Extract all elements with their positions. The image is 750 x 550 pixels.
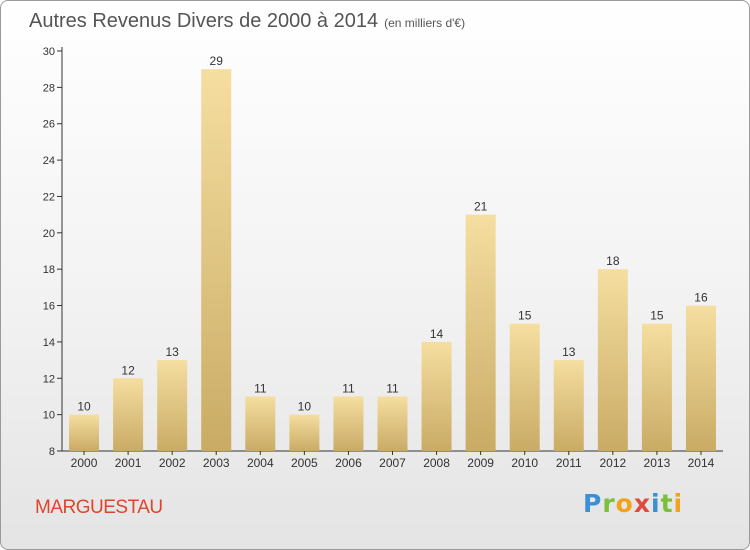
x-tick-label: 2003 [203, 456, 230, 470]
y-tick-label: 30 [43, 46, 55, 58]
bar-2004 [245, 396, 276, 451]
labels: 2000 10 2001 12 2002 13 2003 29 2004 11 2005 10 2006… [71, 54, 715, 470]
logo-letter: x [633, 489, 651, 518]
value-label: 15 [650, 309, 664, 323]
x-tick-label: 2001 [115, 456, 142, 470]
x-tick-label: 2012 [599, 456, 626, 470]
bar-2014 [685, 305, 716, 451]
x-tick-label: 2007 [379, 456, 406, 470]
x-tick-label: 2000 [71, 456, 98, 470]
logo-letter: i [673, 489, 684, 518]
value-label: 13 [562, 345, 576, 359]
y-tick-label: 10 [43, 410, 55, 422]
y-tick-label: 14 [43, 337, 55, 349]
chart-title: Autres Revenus Divers de 2000 à 2014 (en … [29, 10, 465, 33]
y-tick-label: 16 [43, 301, 55, 313]
title-text: Autres Revenus Divers de 2000 à 2014 [29, 10, 379, 32]
commune-name: MARGUESTAU [35, 497, 163, 518]
x-tick-label: 2002 [159, 456, 186, 470]
bar-2000 [69, 414, 100, 451]
logo-letter: P [583, 489, 603, 518]
value-label: 14 [430, 327, 444, 341]
value-label: 29 [210, 54, 224, 68]
bar-2008 [421, 341, 452, 451]
x-tick-label: 2014 [688, 456, 715, 470]
bar-2009 [465, 214, 496, 451]
value-label: 10 [77, 400, 91, 414]
value-label: 13 [165, 345, 179, 359]
value-label: 18 [606, 254, 620, 268]
value-label: 21 [474, 200, 488, 214]
x-tick-label: 2013 [644, 456, 671, 470]
bar-2001 [113, 378, 144, 451]
bar-2006 [333, 396, 364, 451]
y-tick-label: 22 [43, 191, 55, 203]
y-tick-label: 28 [43, 82, 55, 94]
value-label: 11 [386, 381, 399, 395]
bar-2012 [597, 269, 628, 451]
x-tick-label: 2004 [247, 456, 274, 470]
value-label: 11 [342, 381, 355, 395]
logo-letter: r [602, 489, 616, 518]
value-label: 15 [518, 309, 532, 323]
x-tick-label: 2008 [423, 456, 450, 470]
logo-letter: o [615, 489, 634, 518]
logo-letter: t [660, 489, 674, 518]
y-tick-label: 20 [43, 228, 55, 240]
logo-letter: i [651, 489, 661, 518]
bar-2003 [201, 69, 232, 451]
bar-2005 [289, 414, 320, 451]
bar-2007 [377, 396, 408, 451]
value-label: 10 [298, 400, 312, 414]
bar-2011 [553, 360, 584, 451]
x-tick-label: 2006 [335, 456, 362, 470]
x-tick-label: 2005 [291, 456, 318, 470]
y-tick-label: 12 [43, 373, 55, 385]
y-tick-label: 26 [43, 119, 55, 131]
y-tick-label: 18 [43, 264, 55, 276]
proxiti-logo[interactable]: Proxiti [583, 489, 683, 518]
x-tick-label: 2010 [511, 456, 538, 470]
x-tick-label: 2009 [467, 456, 494, 470]
bar-2010 [509, 323, 540, 451]
y-tick-label: 8 [49, 446, 55, 458]
bar-2013 [641, 323, 672, 451]
bars [69, 69, 716, 451]
value-label: 16 [694, 291, 708, 305]
value-label: 11 [254, 381, 267, 395]
value-label: 12 [121, 363, 135, 377]
chart-subtitle: (en milliers d'€) [384, 16, 466, 30]
bar-2002 [157, 360, 188, 451]
x-tick-label: 2011 [556, 456, 582, 470]
y-tick-label: 24 [43, 155, 55, 167]
